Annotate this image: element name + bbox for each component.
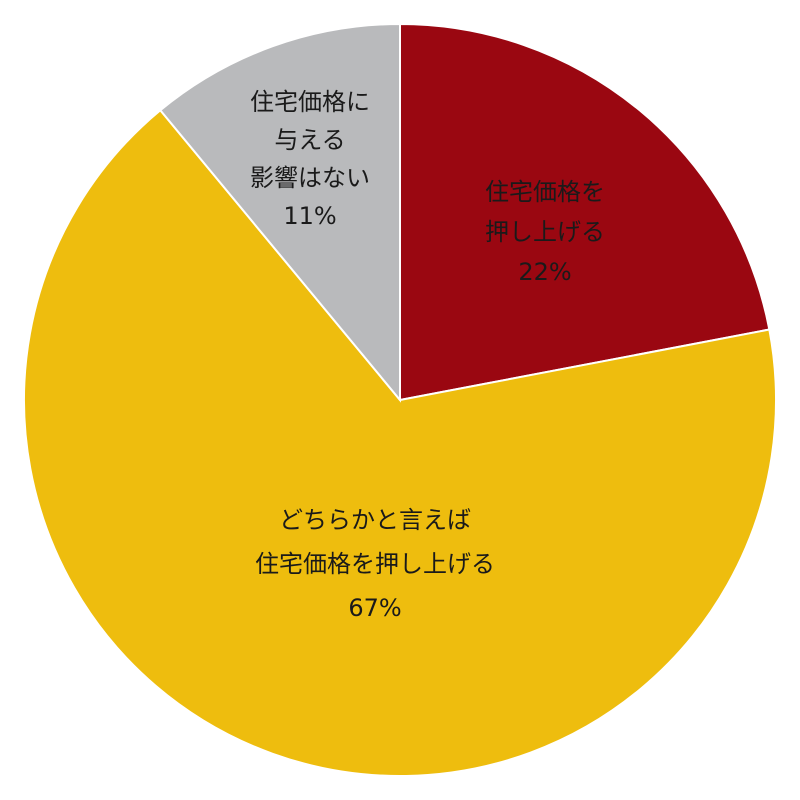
slices-layer: [23, 22, 777, 777]
slice-category-label-1-0: どちらかと言えば: [279, 506, 471, 534]
slice-category-label-1-1: 住宅価格を押し上げる: [255, 550, 495, 578]
slice-category-label-0-0: 住宅価格を: [485, 178, 605, 206]
slice-category-label-2-0: 住宅価格に: [250, 88, 370, 116]
slice-value-label-2: 11%: [283, 202, 336, 230]
slice-label-0: 住宅価格を押し上げる 22%: [485, 178, 605, 286]
slice-label-1: どちらかと言えば住宅価格を押し上げる 67%: [255, 506, 495, 622]
slice-category-label-2-1: 与える: [274, 126, 345, 154]
slice-value-label-0: 22%: [518, 258, 571, 286]
pie-slice-1: [23, 108, 777, 777]
pie-slice-2: [158, 22, 401, 403]
slice-label-2: 住宅価格に与える影響はない 11%: [250, 88, 370, 230]
slice-category-label-2-2: 影響はない: [250, 164, 370, 192]
pie-slice-0: [399, 22, 771, 402]
slice-category-label-0-1: 押し上げる: [485, 218, 605, 246]
labels-layer: 住宅価格を押し上げる 22%どちらかと言えば住宅価格を押し上げる 67%住宅価格に与…: [250, 88, 605, 622]
slice-value-label-1: 67%: [348, 594, 401, 622]
